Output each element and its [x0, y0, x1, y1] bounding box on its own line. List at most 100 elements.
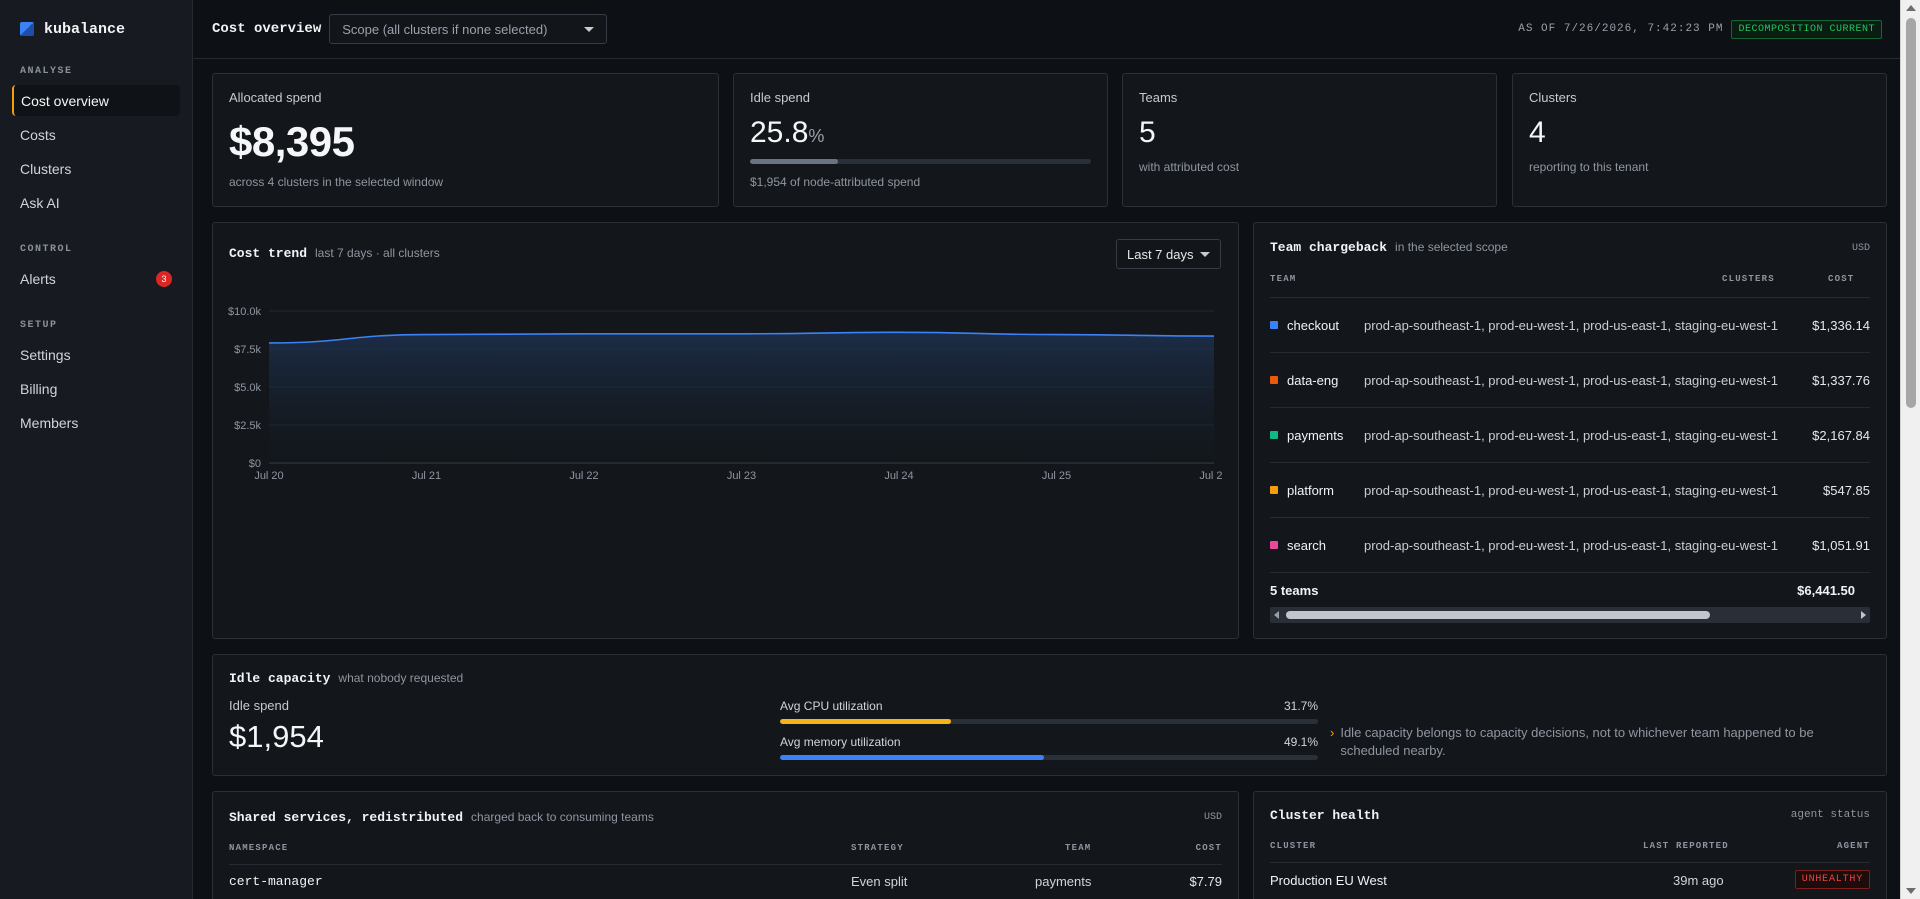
sidebar-item-cost-overview[interactable]: Cost overview: [12, 85, 180, 116]
sidebar-item-costs[interactable]: Costs: [12, 119, 180, 150]
sidebar-item-alerts[interactable]: Alerts 3: [12, 263, 180, 294]
team-name: data-eng: [1287, 372, 1339, 388]
range-value: Last 7 days: [1127, 246, 1194, 262]
sidebar-item-label: Settings: [20, 346, 71, 363]
scope-select[interactable]: Scope (all clusters if none selected): [329, 14, 608, 44]
team-name: search: [1287, 537, 1327, 553]
team-name: payments: [1287, 427, 1344, 443]
y-tick-label: $10.0k: [228, 306, 262, 318]
team-chargeback-card: Team chargeback in the selected scope US…: [1253, 222, 1887, 639]
section-title: Team chargeback: [1270, 240, 1388, 255]
sidebar-item-label: Clusters: [20, 160, 72, 177]
team-cost: $1,337.76: [1812, 372, 1870, 388]
table-row[interactable]: data-eng prod-ap-southeast-1, prod-eu-we…: [1270, 353, 1870, 408]
brand[interactable]: kubalance: [0, 0, 192, 38]
sidebar-item-label: Billing: [20, 380, 58, 397]
scroll-up-icon[interactable]: [1906, 5, 1916, 11]
x-tick-label: Jul 26: [1199, 470, 1223, 482]
allocated-spend-card: Allocated spend $8,395 across 4 clusters…: [212, 73, 719, 207]
scrollbar-thumb[interactable]: [1286, 611, 1710, 619]
idle-spend-card: Idle spend 25.8% $1,954 of node-attribut…: [733, 73, 1108, 207]
column-header-cost: COST: [1828, 274, 1855, 284]
as-of-timestamp: AS OF 7/26/2026, 7:42:23 PM: [1518, 23, 1724, 35]
nav-heading: SETUP: [20, 320, 58, 331]
team-clusters: prod-ap-southeast-1, prod-eu-west-1, pro…: [1364, 537, 1779, 553]
sidebar-item-members[interactable]: Members: [12, 407, 180, 438]
team-cost: $2,167.84: [1812, 427, 1870, 443]
topbar: Cost overview Scope (all clusters if non…: [194, 0, 1900, 59]
status-badge: DECOMPOSITION CURRENT: [1731, 19, 1882, 39]
stat-sub: across 4 clusters in the selected window: [229, 175, 444, 189]
table-footer: 5 teams $6,441.50: [1270, 583, 1870, 598]
stat-value: 5: [1139, 116, 1156, 149]
table-row[interactable]: platform prod-ap-southeast-1, prod-eu-we…: [1270, 463, 1870, 518]
chevron-right-icon: ›: [1330, 725, 1335, 740]
cost-cell: $7.79: [1189, 874, 1222, 889]
scrollbar-thumb[interactable]: [1906, 18, 1916, 408]
team-cost: $547.85: [1823, 482, 1870, 498]
sidebar-item-billing[interactable]: Billing: [12, 373, 180, 404]
team-color-swatch: [1270, 431, 1278, 439]
section-title: Cluster health: [1270, 808, 1380, 823]
scroll-right-icon[interactable]: [1861, 611, 1866, 619]
team-color-swatch: [1270, 376, 1278, 384]
clusters-card: Clusters 4 reporting to this tenant: [1512, 73, 1887, 207]
chevron-down-icon: [1200, 251, 1210, 257]
y-tick-label: $7.5k: [234, 344, 261, 356]
x-tick-label: Jul 20: [254, 470, 283, 482]
table-row[interactable]: Production EU West 39m ago UNHEALTHY: [1270, 870, 1870, 892]
idle-capacity-header: Idle capacity what nobody requested: [229, 671, 463, 686]
range-select[interactable]: Last 7 days: [1116, 239, 1221, 269]
horizontal-scrollbar[interactable]: [1270, 607, 1870, 623]
sidebar-item-clusters[interactable]: Clusters: [12, 153, 180, 184]
scroll-left-icon[interactable]: [1274, 611, 1279, 619]
stat-label: Idle spend: [750, 90, 810, 105]
idle-spend-value: $1,954: [229, 719, 324, 754]
sidebar-item-ask-ai[interactable]: Ask AI: [12, 187, 180, 218]
idle-capacity-card: Idle capacity what nobody requested Idle…: [212, 654, 1887, 776]
table-row[interactable]: checkout prod-ap-southeast-1, prod-eu-we…: [1270, 298, 1870, 353]
vertical-scrollbar[interactable]: [1900, 0, 1920, 899]
x-tick-label: Jul 23: [727, 470, 756, 482]
sidebar-item-label: Members: [20, 414, 79, 431]
idle-progress-bar: [750, 159, 1091, 164]
table-row[interactable]: cert-manager Even split payments $7.79: [229, 874, 1222, 894]
column-header-namespace: NAMESPACE: [229, 843, 289, 853]
column-header-team: TEAM: [1065, 843, 1092, 853]
team-color-swatch: [1270, 541, 1278, 549]
sidebar-item-settings[interactable]: Settings: [12, 339, 180, 370]
team-color-swatch: [1270, 486, 1278, 494]
chargeback-header: Team chargeback in the selected scope: [1270, 240, 1508, 255]
cost-trend-card: Cost trend last 7 days · all clusters La…: [212, 222, 1239, 639]
scroll-down-icon[interactable]: [1906, 888, 1916, 894]
column-header-last-reported: LAST REPORTED: [1643, 841, 1729, 851]
section-subtitle: last 7 days · all clusters: [315, 246, 440, 260]
idle-percent: 25.8: [750, 116, 809, 149]
stat-value: $8,395: [229, 118, 355, 165]
cluster-health-card: Cluster health agent status CLUSTER LAST…: [1253, 791, 1887, 899]
cpu-bar-fill: [780, 719, 951, 724]
table-row[interactable]: payments prod-ap-southeast-1, prod-eu-we…: [1270, 408, 1870, 463]
table-header: NAMESPACE STRATEGY TEAM COST: [229, 843, 1222, 865]
memory-utilization: Avg memory utilization 49.1%: [780, 735, 1318, 760]
team-cost: $1,051.91: [1812, 537, 1870, 553]
idle-note: › Idle capacity belongs to capacity deci…: [1330, 724, 1870, 760]
stat-value: 25.8%: [750, 116, 824, 150]
sidebar-item-label: Ask AI: [20, 194, 60, 211]
team-color-swatch: [1270, 321, 1278, 329]
cpu-utilization-row: Avg CPU utilization 31.7%: [780, 699, 1318, 713]
stat-value: 4: [1529, 116, 1546, 149]
currency-label: USD: [1851, 243, 1870, 254]
total-value: $6,441.50: [1797, 583, 1855, 598]
total-label: 5 teams: [1270, 583, 1319, 598]
team-clusters: prod-ap-southeast-1, prod-eu-west-1, pro…: [1364, 372, 1779, 388]
section-subtitle: charged back to consuming teams: [471, 810, 654, 824]
sidebar: kubalance ANALYSE Cost overview Costs Cl…: [0, 0, 193, 899]
idle-progress-fill: [750, 159, 838, 164]
nav-section-setup: SETUP Settings Billing Members: [0, 320, 192, 438]
x-tick-label: Jul 24: [884, 470, 913, 482]
table-row[interactable]: search prod-ap-southeast-1, prod-eu-west…: [1270, 518, 1870, 573]
currency-label: USD: [1203, 812, 1222, 823]
column-header-team: TEAM: [1270, 274, 1297, 284]
team-name: platform: [1287, 482, 1334, 498]
